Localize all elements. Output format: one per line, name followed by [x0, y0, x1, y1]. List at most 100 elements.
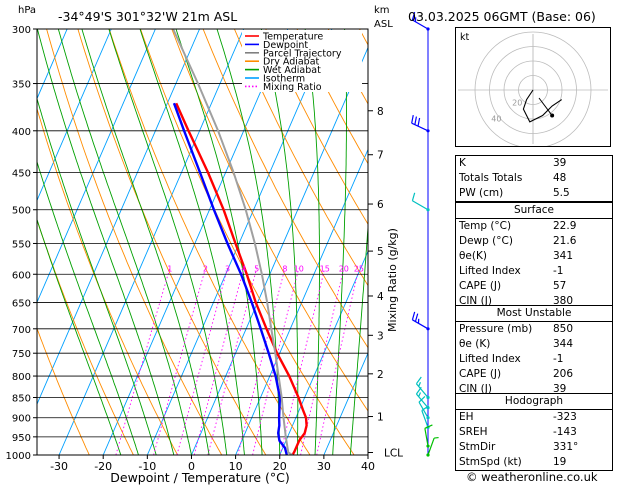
hodograph-table-row-value: 331°	[553, 441, 579, 453]
mixing-ratio-label: 20	[339, 264, 349, 273]
temperature-tick-label: 40	[361, 460, 375, 473]
km-label: km	[374, 5, 390, 16]
pressure-tick-label: 450	[12, 168, 31, 179]
surface-row-value: 21.6	[553, 235, 577, 247]
indices-row-value: 5.5	[553, 187, 570, 199]
legend-item-label: Mixing Ratio	[263, 82, 322, 93]
asl-label: ASL	[374, 19, 393, 30]
wind-barb-dot	[426, 453, 430, 457]
pressure-tick-label: 600	[12, 270, 31, 281]
surface-row-value: 57	[553, 280, 567, 292]
pressure-tick-label: 800	[12, 372, 31, 383]
indices-row-value: 48	[553, 172, 567, 184]
mixing-ratio-line	[252, 268, 300, 455]
wind-barb-flag	[415, 386, 422, 395]
surface-row-label: Temp (°C)	[459, 220, 512, 232]
sounding-series	[172, 29, 308, 455]
wind-barb	[411, 11, 430, 31]
most-unstable-row: θe (K) 344	[456, 337, 612, 352]
surface-row-value: 22.9	[553, 220, 577, 232]
mixing-ratio-line	[153, 268, 206, 455]
surface-row-value: -1	[553, 265, 564, 277]
surface-title: Surface	[513, 204, 554, 216]
pressure-tick-label: 700	[12, 325, 31, 336]
wind-barb-dot	[426, 208, 430, 212]
mixing-ratio-lines	[115, 268, 360, 455]
temperature-tick-label: 20	[273, 460, 287, 473]
isotherm-line	[146, 29, 333, 455]
wind-profile	[411, 11, 439, 457]
wind-barb-staff	[412, 319, 429, 330]
x-axis-label: Dewpoint / Temperature (°C)	[110, 470, 289, 485]
hodograph-table-row-label: SREH	[459, 426, 488, 438]
hodograph-ring	[503, 60, 563, 120]
pressure-tick-label: 1000	[6, 451, 31, 462]
legend-item-label: Parcel Trajectory	[263, 48, 342, 59]
height-tick-label: 6	[377, 199, 384, 211]
most-unstable-row-value: -1	[553, 353, 564, 365]
surface-row: Dewp (°C) 21.6	[456, 234, 612, 249]
hodograph-chart: 20 40 kt	[458, 31, 608, 149]
storm-motion-vector	[538, 97, 553, 116]
storm-motion-marker	[550, 113, 555, 118]
surface-row: Lifted Index -1	[456, 264, 612, 279]
most-unstable-panel: Most Unstable Pressure (mb) 850 θe (K) 344 L…	[455, 305, 613, 398]
hodograph-table-row-label: StmSpd (kt)	[459, 456, 522, 468]
hodograph-ring-label: 40	[491, 114, 501, 123]
wind-barb	[411, 311, 430, 331]
hodograph-table-row-value: -323	[553, 411, 577, 423]
hodograph-table-row: StmSpd (kt) 19	[456, 455, 612, 470]
height-tick-label: 7	[377, 150, 384, 162]
hpa-label: hPa	[18, 5, 36, 16]
surface-row: CAPE (J) 57	[456, 279, 612, 294]
pressure-tick-label: 650	[12, 299, 31, 310]
hodograph-panel: 20 40 kt	[455, 27, 611, 149]
hodograph-table-row-value: 19	[553, 456, 567, 468]
legend-background	[242, 30, 362, 92]
surface-row: Temp (°C) 22.9	[456, 218, 612, 234]
temperature-tick-label: -30	[50, 460, 68, 473]
pressure-tick-label: 550	[12, 239, 31, 250]
height-tick-label: 8	[377, 106, 384, 118]
most-unstable-row: Lifted Index -1	[456, 352, 612, 367]
surface-row-label: Dewp (°C)	[459, 235, 513, 247]
mixing-ratio-label: 15	[320, 264, 330, 273]
hodograph-ring	[518, 75, 548, 105]
mixing-ratio-label: 3	[225, 264, 230, 273]
wind-barb-staff	[421, 410, 429, 428]
most-unstable-title: Most Unstable	[496, 307, 572, 319]
wind-barb-dot	[426, 327, 430, 331]
mixing-ratio-label: 1	[167, 264, 172, 273]
parcel-trajectory-line	[172, 29, 294, 455]
most-unstable-row-value: 850	[553, 323, 574, 335]
mixing-ratio-label: 5	[254, 264, 259, 273]
surface-row-label: CAPE (J)	[459, 280, 502, 292]
height-tick-label: LCL	[384, 448, 403, 460]
most-unstable-row-value: 39	[553, 383, 567, 395]
mixing-ratio-label: 4	[241, 264, 246, 273]
wind-barb	[415, 376, 430, 400]
mixing-ratio-line	[115, 268, 171, 455]
hodograph-table-title: Hodograph	[504, 395, 564, 407]
height-tick-label: 1	[377, 412, 384, 424]
wind-barb-flag	[411, 114, 414, 124]
surface-row: θe(K) 341	[456, 249, 612, 264]
surface-row: CIN (J) 380	[456, 294, 612, 309]
most-unstable-row: Pressure (mb) 850	[456, 321, 612, 337]
wind-barb-flag	[411, 311, 416, 320]
most-unstable-row: CIN (J) 39	[456, 382, 612, 397]
wind-barb-flag	[418, 392, 422, 397]
temperature-tick-label: -20	[94, 460, 112, 473]
isotherm-line	[191, 46, 368, 455]
indices-row-value: 39	[553, 157, 567, 169]
surface-row-value: 341	[553, 250, 574, 262]
pressure-tick-label: 400	[12, 127, 31, 138]
pressure-tick-label: 850	[12, 393, 31, 404]
wind-barb-flag	[424, 424, 433, 429]
wind-barb-flag	[417, 117, 421, 127]
isotherm-line	[323, 352, 368, 455]
mixing-ratio-line	[207, 268, 258, 455]
surface-row-label: Lifted Index	[459, 265, 521, 277]
